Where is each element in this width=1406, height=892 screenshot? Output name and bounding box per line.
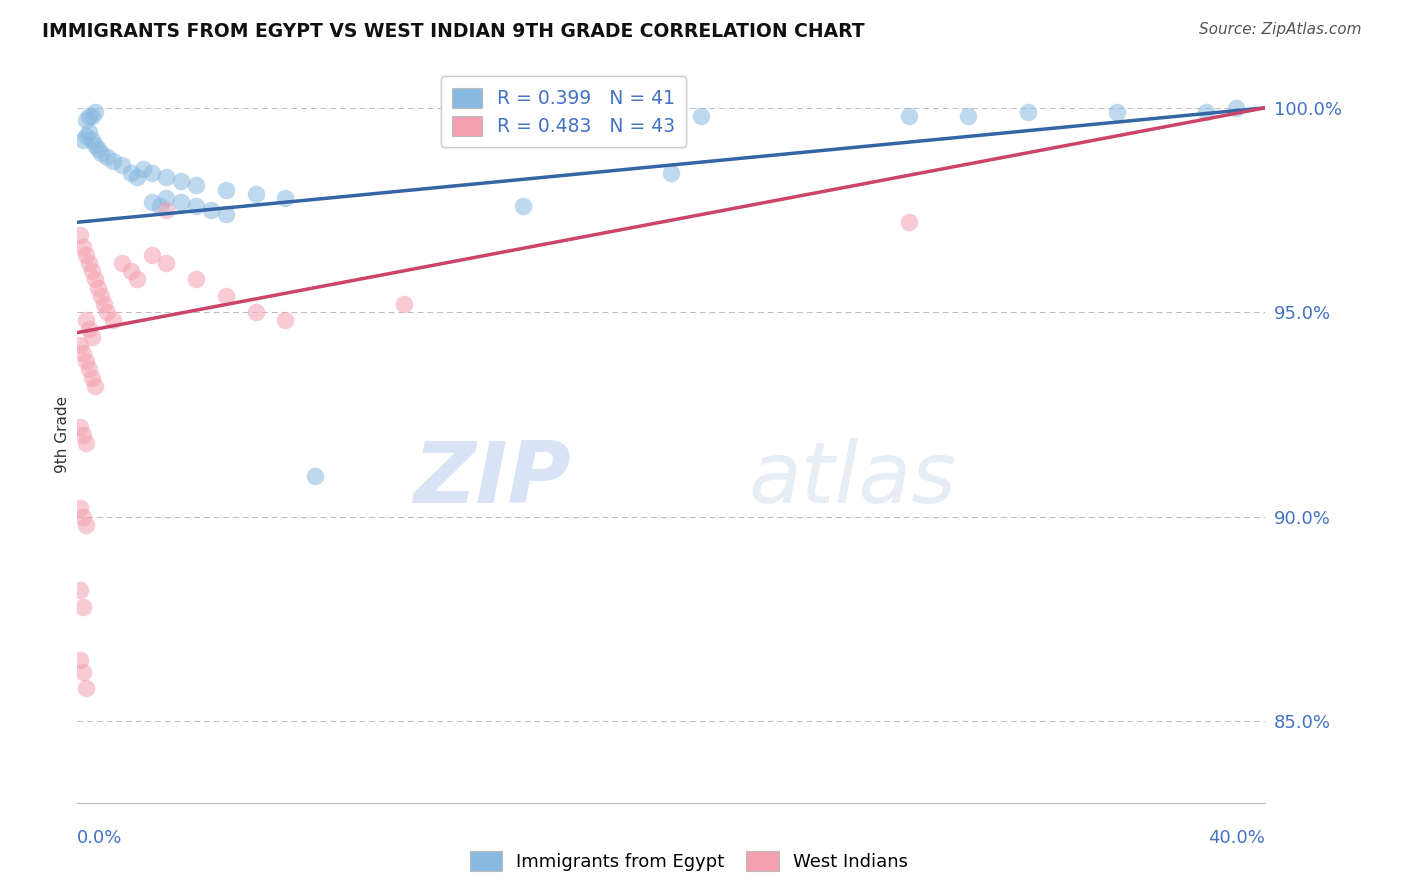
Point (72, 509, 94, 524)
Point (87, 281, 110, 295)
Point (75, 313, 97, 327)
Point (77, 125, 100, 139)
Point (72, 240, 94, 254)
Point (90, 289, 112, 303)
Point (75, 248, 97, 262)
Point (200, 202, 222, 217)
Point (149, 199, 172, 213)
Point (170, 174, 193, 188)
Text: atlas: atlas (748, 437, 956, 521)
Point (77, 362, 100, 376)
Point (69, 227, 91, 242)
Point (75, 113, 97, 128)
Point (131, 162, 153, 177)
Point (82, 134, 104, 148)
Point (155, 256, 177, 270)
Point (120, 264, 142, 278)
Point (69, 653, 91, 667)
Point (82, 330, 104, 344)
Point (155, 191, 177, 205)
Point (77, 109, 100, 123)
Y-axis label: 9th Grade: 9th Grade (55, 396, 70, 474)
Text: Source: ZipAtlas.com: Source: ZipAtlas.com (1198, 22, 1361, 37)
Point (661, 166, 683, 180)
Point (274, 191, 297, 205)
Point (120, 166, 142, 180)
Point (69, 419, 91, 434)
Point (72, 346, 94, 360)
Point (111, 256, 134, 270)
Point (170, 194, 193, 209)
Point (75, 517, 97, 532)
Point (186, 199, 208, 213)
Point (215, 207, 238, 221)
Point (141, 166, 163, 180)
Point (75, 129, 97, 144)
Point (690, 109, 713, 123)
Point (101, 313, 124, 327)
Point (84, 272, 107, 286)
Point (82, 109, 104, 123)
Point (82, 370, 104, 384)
Point (245, 186, 267, 201)
Point (898, 109, 921, 123)
Point (75, 354, 97, 368)
Point (69, 338, 91, 352)
Point (69, 501, 91, 516)
Point (101, 153, 124, 168)
Point (77, 256, 100, 270)
Point (155, 170, 177, 185)
Point (75, 436, 97, 450)
Point (898, 215, 921, 229)
Point (245, 305, 267, 319)
Point (93, 297, 115, 311)
Text: IMMIGRANTS FROM EGYPT VS WEST INDIAN 9TH GRADE CORRELATION CHART: IMMIGRANTS FROM EGYPT VS WEST INDIAN 9TH… (42, 22, 865, 41)
Point (1017, 104, 1039, 119)
Point (75, 681, 97, 696)
Point (186, 272, 208, 286)
Point (125, 272, 148, 286)
Point (90, 145, 112, 160)
Point (84, 104, 107, 119)
Text: 0.0%: 0.0% (77, 829, 122, 847)
Point (1195, 104, 1218, 119)
Point (84, 378, 107, 392)
Point (274, 313, 297, 327)
Legend: Immigrants from Egypt, West Indians: Immigrants from Egypt, West Indians (463, 844, 915, 879)
Point (72, 134, 94, 148)
Legend: R = 0.399   N = 41, R = 0.483   N = 43: R = 0.399 N = 41, R = 0.483 N = 43 (440, 77, 686, 147)
Point (186, 178, 208, 193)
Point (87, 142, 110, 156)
Point (957, 109, 980, 123)
Text: ZIP: ZIP (413, 437, 571, 521)
Point (72, 599, 94, 614)
Point (155, 202, 177, 217)
Point (215, 289, 238, 303)
Point (304, 468, 326, 483)
Point (96, 305, 118, 319)
Point (125, 170, 148, 185)
Point (141, 194, 163, 209)
Point (141, 248, 163, 262)
Point (1105, 104, 1128, 119)
Point (111, 158, 134, 172)
Point (96, 150, 118, 164)
Point (77, 321, 100, 335)
Point (1225, 101, 1247, 115)
Point (72, 427, 94, 442)
Point (72, 665, 94, 679)
Point (392, 297, 415, 311)
Point (512, 199, 534, 213)
Point (69, 583, 91, 598)
Point (82, 264, 104, 278)
Point (215, 183, 238, 197)
Text: 40.0%: 40.0% (1209, 829, 1265, 847)
Point (84, 137, 107, 152)
